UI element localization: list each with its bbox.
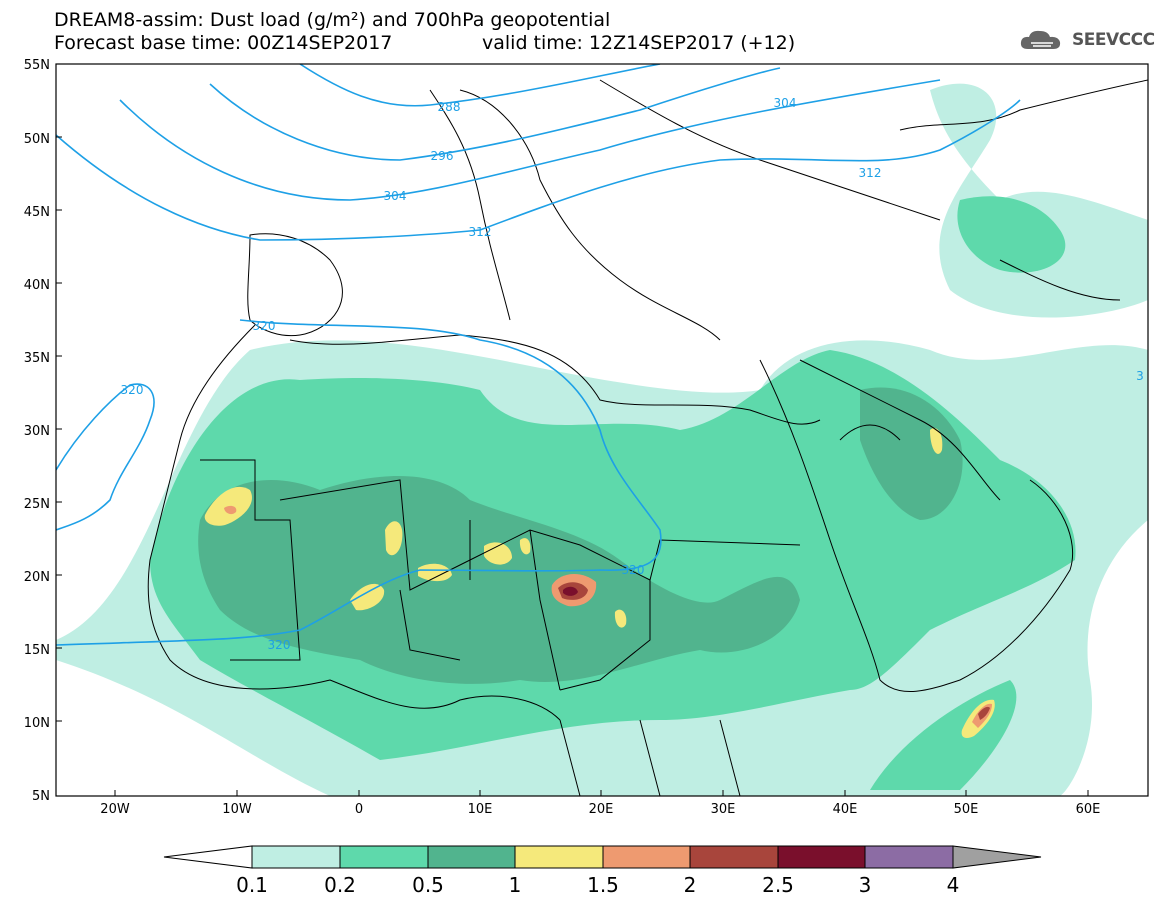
dust-area-1c (350, 583, 385, 611)
contour-label: 320 (622, 563, 645, 577)
valid-time: valid time: 12Z14SEP2017 (+12) (482, 32, 796, 54)
base-time: Forecast base time: 00Z14SEP2017 (54, 32, 393, 54)
legend-swatch (602, 845, 691, 869)
lat-label: 20N (24, 570, 50, 585)
legend-tick: 2.5 (762, 873, 794, 897)
lon-label: 30E (711, 802, 736, 817)
lon-label: 20E (589, 802, 614, 817)
seevccc-logo: SEEVCCC (1018, 26, 1155, 54)
lat-label: 30N (24, 424, 50, 439)
legend-swatch (689, 845, 779, 869)
logo-text: SEEVCCC (1072, 30, 1155, 50)
contour-label: 304 (774, 96, 797, 110)
legend-swatch (251, 845, 341, 869)
dust-area-1e (484, 542, 512, 565)
contour-label-group: 288 296 304 304 312 312 320 320 320 320 … (121, 96, 1144, 652)
legend-swatch (427, 845, 516, 869)
lon-label: 40E (833, 802, 858, 817)
contour-label: 296 (431, 149, 454, 163)
dust-area-dense-arabia (860, 387, 963, 520)
legend-tick: 1 (509, 873, 522, 897)
legend-tick: 3 (859, 873, 872, 897)
dust-load-field (56, 64, 1148, 796)
lon-label: 50E (954, 802, 979, 817)
lat-label: 10N (24, 716, 50, 731)
legend-tick: 0.5 (412, 873, 444, 897)
contour-label: 320 (268, 638, 291, 652)
contour-label: 304 (384, 189, 407, 203)
lat-label: 40N (24, 278, 50, 293)
cloud-icon (1020, 30, 1061, 49)
map-frame (55, 63, 1149, 797)
legend-tick: 4 (947, 873, 960, 897)
contour-label: 3 (1136, 369, 1144, 383)
lat-label: 15N (24, 643, 50, 658)
legend-swatch (514, 845, 604, 869)
dust-area-1h (930, 428, 943, 454)
contour-label: 312 (469, 225, 492, 239)
contour-label: 288 (438, 100, 461, 114)
map-title: DREAM8-assim: Dust load (g/m²) and 700hP… (54, 9, 611, 31)
legend-tick: 0.1 (236, 873, 268, 897)
lon-axis: 20W 10W 0 10E 20E 30E 40E 50E 60E (100, 790, 1100, 817)
legend-swatch (864, 845, 954, 869)
contour-label: 320 (253, 319, 276, 333)
lon-label: 10W (222, 802, 252, 817)
contour-label: 320 (121, 383, 144, 397)
lat-label: 5N (32, 789, 50, 804)
geopotential-contours (56, 64, 1021, 646)
legend-over-arrow (952, 845, 1042, 869)
dust-area-chad-3 (563, 586, 578, 596)
lat-label: 25N (24, 497, 50, 512)
dust-area-1d (418, 563, 452, 582)
lon-label: 10E (468, 802, 493, 817)
legend-tick: 1.5 (587, 873, 619, 897)
dust-area-medium-ne (957, 196, 1066, 273)
dust-area-1g (614, 609, 627, 628)
lat-axis: 55N 50N 45N 40N 35N 30N 25N 20N 15N 10N … (24, 58, 62, 804)
dust-area-mali-hot (224, 505, 237, 515)
dust-area-somalia-3 (978, 706, 990, 720)
dust-area-1f (519, 538, 531, 555)
legend-tick: 2 (684, 873, 697, 897)
dust-area-1b (385, 521, 403, 556)
color-legend: 0.1 0.2 0.5 1 1.5 2 2.5 3 4 (163, 845, 1042, 897)
lat-label: 55N (24, 58, 50, 73)
lon-label: 20W (100, 802, 130, 817)
lat-label: 35N (24, 351, 50, 366)
legend-under-arrow (163, 845, 253, 869)
contour-label: 312 (859, 166, 882, 180)
legend-swatch (339, 845, 429, 869)
lon-label: 60E (1076, 802, 1101, 817)
lon-label: 0 (355, 802, 363, 817)
legend-tick: 0.2 (324, 873, 356, 897)
lat-label: 50N (24, 132, 50, 147)
lat-label: 45N (24, 205, 50, 220)
legend-swatch (777, 845, 866, 869)
